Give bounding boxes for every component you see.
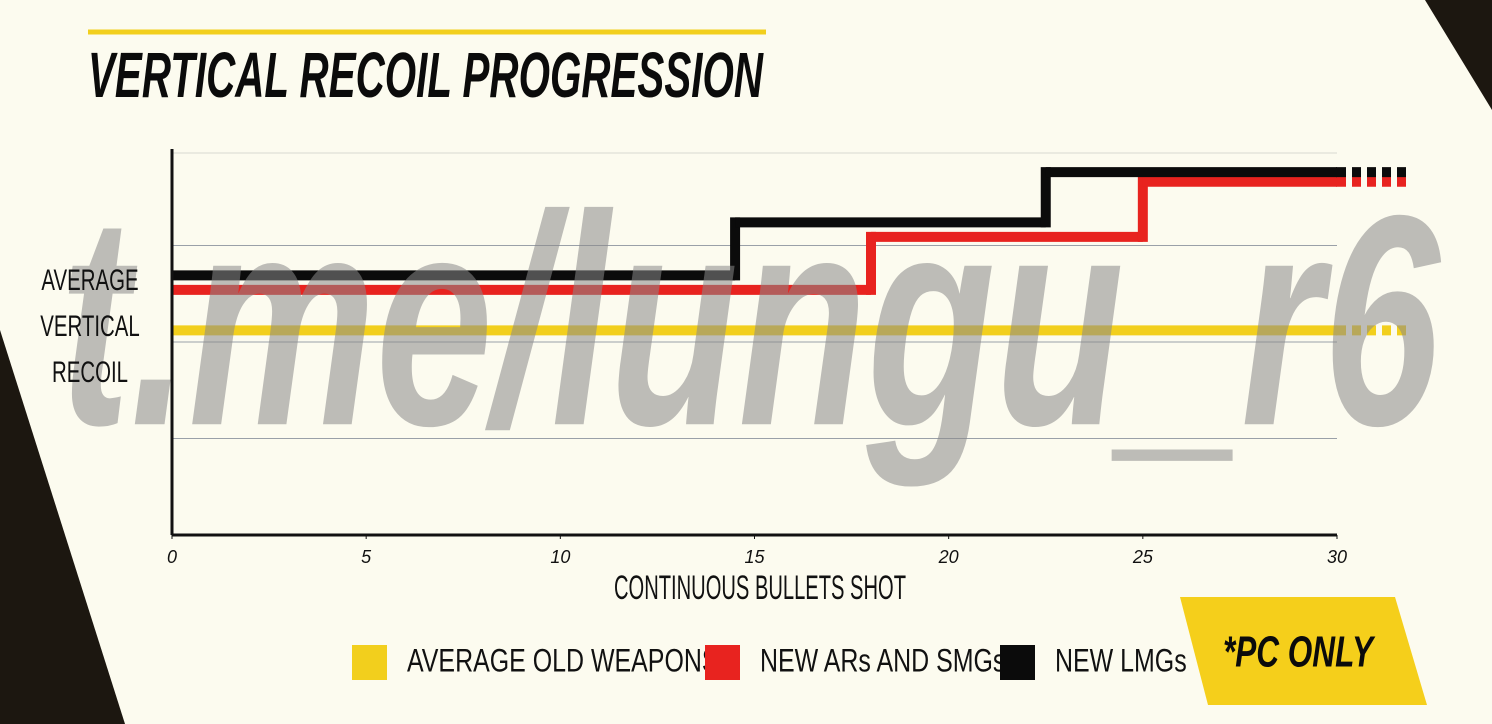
x-tick-label: 15 bbox=[744, 547, 765, 567]
watermark: t.me/lungu_r6 bbox=[60, 152, 1441, 490]
annotation-badge bbox=[1180, 597, 1427, 705]
series bbox=[172, 176, 1412, 295]
y-axis-label: AVERAGE VERTICAL RECOIL bbox=[40, 264, 140, 389]
annotation: *PC ONLY bbox=[1223, 628, 1376, 677]
x-tick-label: 20 bbox=[938, 547, 959, 567]
chart-title: VERTICAL RECOIL PROGRESSION bbox=[88, 39, 764, 111]
x-tick-label: 10 bbox=[550, 547, 570, 567]
x-tick-label: 0 bbox=[167, 547, 177, 567]
series bbox=[172, 167, 1412, 281]
legend-label: AVERAGE OLD WEAPONS bbox=[407, 644, 719, 680]
corner-shape bbox=[0, 330, 125, 724]
x-axis-label: CONTINUOUS BULLETS SHOT bbox=[614, 569, 906, 607]
legend-swatch bbox=[705, 645, 740, 680]
corner-shape bbox=[1425, 0, 1492, 110]
legend-swatch bbox=[1000, 645, 1035, 680]
legend-swatch bbox=[352, 645, 387, 680]
x-tick-label: 30 bbox=[1327, 547, 1347, 567]
legend: AVERAGE OLD WEAPONS NEW ARs AND SMGs NEW L… bbox=[352, 644, 1187, 680]
legend-label: NEW LMGs bbox=[1055, 644, 1187, 680]
x-tick-label: 25 bbox=[1132, 547, 1154, 567]
plot-area: 0 5 10 15 20 25 30 bbox=[167, 149, 1412, 567]
legend-label: NEW ARs AND SMGs bbox=[760, 644, 1005, 680]
x-tick-label: 5 bbox=[361, 547, 372, 567]
